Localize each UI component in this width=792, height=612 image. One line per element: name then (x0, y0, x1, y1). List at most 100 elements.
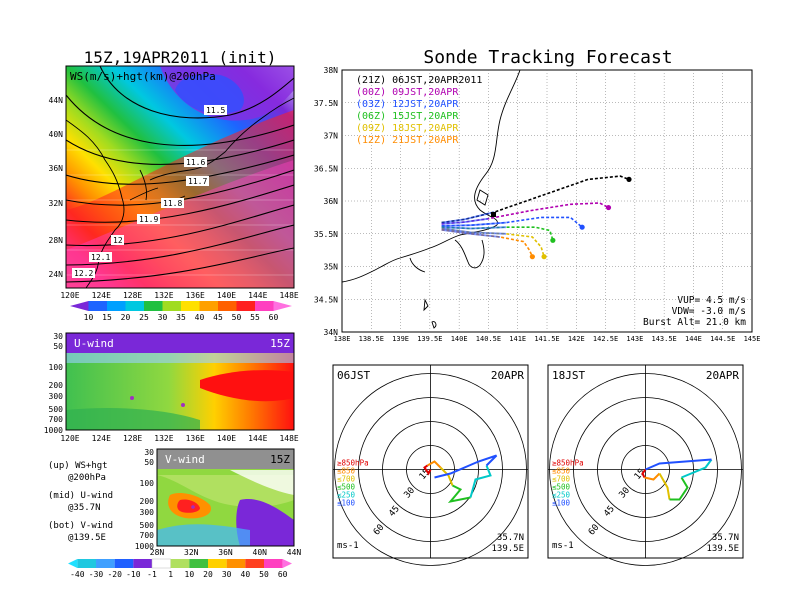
track-ascent-line (441, 217, 489, 225)
lon-tick-label: 138E (334, 335, 351, 343)
track-line (441, 226, 554, 241)
colorbar-tick-label: 60 (269, 313, 279, 322)
hodograph-lon: 139.5E (706, 544, 739, 554)
pressure-legend-entry: ≤100 (552, 499, 571, 508)
lon-tick-label: 140E (217, 434, 236, 443)
lon-tick-label: 139E (392, 335, 409, 343)
lat-tick-label: 36N (324, 197, 339, 206)
lon-tick-label: 142.5E (593, 335, 618, 343)
lat-tick-label: 24N (49, 270, 64, 279)
hodograph-trace (427, 460, 442, 469)
pressure-legend-entry: ≤500 (552, 483, 571, 492)
colorbar-tick-label: 50 (232, 313, 242, 322)
lat-tick-label: 38N (324, 66, 339, 75)
lon-tick-label: 144E (248, 434, 267, 443)
track-map: 38N 37.5N 37N 36.5N 36N 35.5N 35N 34.5N 34N 138E… (314, 66, 761, 343)
colorbar-tick-label: 10 (84, 313, 94, 322)
lat-tick-label: 40N (49, 130, 64, 139)
lon-tick-label: 138.5E (359, 335, 384, 343)
contour-label-text: 12 (113, 236, 123, 245)
lon-tick-label: 142E (568, 335, 585, 343)
contour-label-text: 11.7 (188, 177, 207, 186)
lon-tick-label: 140E (217, 291, 236, 300)
lat-tick-label: 44N (287, 548, 302, 557)
hodograph-units: ms-1 (337, 541, 359, 551)
track-legend-entry: (21Z) 06JST,20APR2011 (356, 75, 482, 86)
hodograph-trace (641, 468, 647, 478)
lon-tick-label: 120E (60, 291, 79, 300)
pressure-legend-entry: ≤250 (337, 491, 356, 500)
legend-note-line: @200hPa (68, 473, 106, 483)
colorbar-swatch (170, 559, 190, 568)
track-legend-entry: (00Z) 09JST,20APR (356, 87, 459, 98)
lat-tick-label: 35N (324, 263, 339, 272)
hodograph-trace (423, 464, 432, 476)
colorbar-swatch (107, 301, 126, 311)
colorbar-swatch (181, 301, 200, 311)
lon-tick-label: 141.5E (534, 335, 559, 343)
lon-tick-label: 145E (744, 335, 761, 343)
hodograph-title: 18JST (552, 369, 585, 382)
pressure-tick-label: 300 (140, 508, 155, 517)
colorbar-swatch (77, 559, 96, 568)
lon-tick-label: 124E (92, 291, 111, 300)
hodograph-trace (681, 458, 713, 479)
vdw-text: VDW= -3.0 m/s (672, 306, 746, 317)
colorbar-tick-label: 35 (176, 313, 186, 322)
track-legend-entry: (03Z) 12JST,20APR (356, 99, 459, 110)
colorbar-tick-label: -10 (126, 570, 141, 579)
contour-label-text: 11.6 (186, 158, 205, 167)
colorbar-swatch (245, 559, 264, 568)
track-landing-point (541, 254, 547, 260)
lon-tick-label: 136E (186, 434, 205, 443)
ws-panel-label: WS(m/s)+hgt(km)@200hPa (70, 70, 216, 83)
pressure-tick-label: 500 (49, 405, 64, 414)
track-landing-point (626, 176, 632, 182)
lon-tick-label: 128E (123, 291, 142, 300)
lon-tick-label: 124E (92, 434, 111, 443)
colorbar-swatch (264, 559, 283, 568)
pressure-tick-label: 1000 (44, 426, 63, 435)
colorbar-tick-label: 15 (102, 313, 112, 322)
hodograph-trace (658, 473, 671, 500)
track-series (441, 228, 535, 260)
pressure-tick-label: 500 (140, 521, 155, 530)
pressure-tick-label: 200 (49, 381, 64, 390)
launch-site-marker (491, 212, 496, 217)
colorbar-tick-label: 25 (139, 313, 149, 322)
contour-label: 11.9 (137, 214, 160, 224)
lon-tick-label: 141E (509, 335, 526, 343)
lon-tick-label: 148E (279, 434, 298, 443)
main-title: Sonde Tracking Forecast (423, 47, 672, 68)
track-ascent-line (441, 227, 507, 235)
hodograph-06jst: 06JST 20APR35.7N139.5Ems-115304560≥850hPa… (332, 364, 529, 566)
colorbar-swatch (70, 301, 89, 311)
colorbar-tick-label: 40 (195, 313, 205, 322)
pressure-tick-label: 700 (140, 531, 155, 540)
lat-tick-label: 36N (218, 548, 233, 557)
burst-alt-text: Burst Alt= 21.0 km (643, 317, 746, 328)
lon-tick-label: 148E (279, 291, 298, 300)
contour-label: 11.5 (204, 105, 227, 115)
colorbar-swatch (208, 559, 227, 568)
pressure-tick-label: 50 (53, 342, 63, 351)
legend-note-line: @139.5E (68, 533, 106, 543)
track-landing-point (529, 254, 535, 260)
track-line (441, 227, 545, 257)
hodograph-lon: 139.5E (491, 544, 524, 554)
lon-tick-label: 139.5E (417, 335, 442, 343)
contour-label: 12.2 (72, 268, 95, 278)
track-landing-point (605, 204, 612, 211)
v-wind-time: 15Z (270, 453, 290, 466)
japan-coastline (342, 70, 521, 329)
lat-tick-label: 35.5N (314, 230, 338, 239)
colorbar-swatch (189, 559, 208, 568)
colorbar-swatch (162, 301, 181, 311)
lat-tick-label: 32N (49, 199, 64, 208)
track-landing-point (579, 224, 585, 230)
lon-tick-label: 140.5E (476, 335, 501, 343)
hodograph-trace (645, 458, 712, 471)
contour-label: 12 (111, 235, 124, 245)
